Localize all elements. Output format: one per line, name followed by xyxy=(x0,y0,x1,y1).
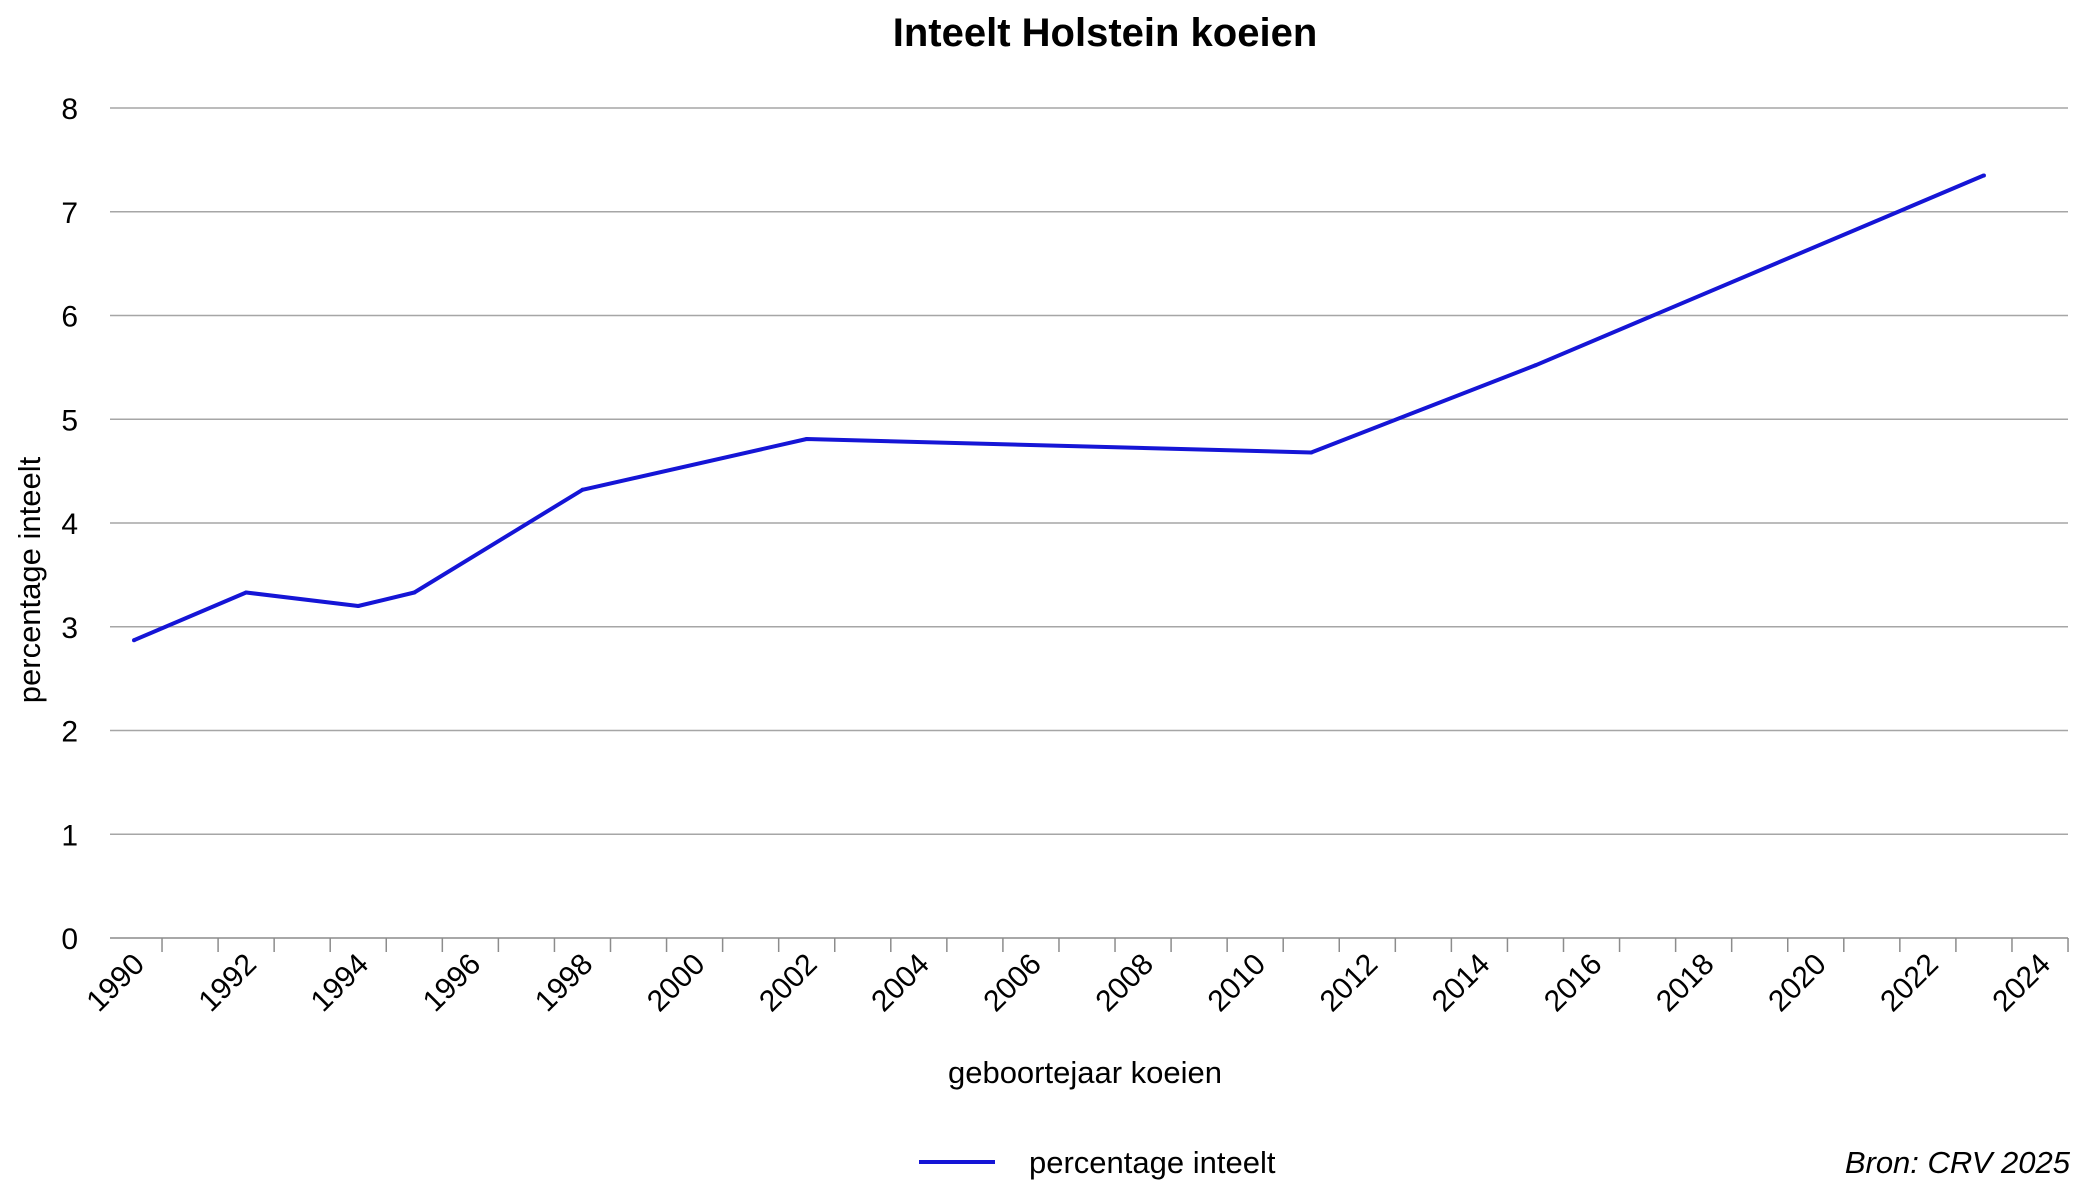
chart-title: Inteelt Holstein koeien xyxy=(893,11,1318,55)
data-point xyxy=(132,638,136,643)
x-tick-label: 2000 xyxy=(641,948,712,1019)
x-tick-label: 2004 xyxy=(865,948,936,1019)
x-tick-label: 2008 xyxy=(1089,948,1160,1019)
data-point xyxy=(1309,450,1314,455)
data-point xyxy=(244,590,249,595)
data-point xyxy=(1981,173,1986,178)
x-tick-label: 2016 xyxy=(1538,948,1609,1019)
x-tick-label: 2002 xyxy=(753,948,824,1019)
x-tick-label: 1996 xyxy=(417,948,488,1019)
y-tick-label: 2 xyxy=(61,716,78,749)
y-tick-label: 3 xyxy=(61,612,78,645)
x-tick-label: 2020 xyxy=(1762,948,1833,1019)
x-tick-label: 2014 xyxy=(1426,948,1497,1019)
y-tick-label: 0 xyxy=(61,923,78,956)
y-tick-label: 4 xyxy=(61,508,78,541)
x-tick-label: 2022 xyxy=(1874,948,1945,1019)
x-tick-label: 2010 xyxy=(1202,948,1273,1019)
data-point xyxy=(356,604,361,608)
x-axis: 1990 1992 1994 1996 1998 2000 2002 2004 2006 2008… xyxy=(80,937,2069,1019)
data-point xyxy=(580,487,585,492)
x-tick-label: 2012 xyxy=(1314,948,1385,1019)
y-axis-title: percentage inteelt xyxy=(12,456,47,703)
data-point xyxy=(1533,363,1538,368)
data-point xyxy=(412,590,417,595)
series-line-0 xyxy=(133,173,1985,643)
source-note: Bron: CRV 2025 xyxy=(1845,1145,2071,1180)
gridlines xyxy=(110,107,2068,835)
data-point xyxy=(804,436,809,441)
y-tick-label: 5 xyxy=(61,404,78,437)
y-tick-label: 7 xyxy=(61,197,78,230)
x-tick-label: 1998 xyxy=(529,948,600,1019)
series-layer xyxy=(132,173,1986,643)
legend: percentage inteelt xyxy=(919,1145,1276,1180)
y-tick-label: 8 xyxy=(61,93,78,126)
x-tick-label: 1990 xyxy=(80,948,151,1019)
legend-label: percentage inteelt xyxy=(1029,1145,1276,1180)
x-tick-label: 1994 xyxy=(305,948,376,1019)
y-tick-label: 1 xyxy=(61,819,78,852)
x-tick-label: 1992 xyxy=(193,948,264,1019)
y-tick-label: 6 xyxy=(61,301,78,334)
x-tick-label: 2024 xyxy=(1986,948,2057,1019)
y-axis: 0 1 2 3 4 5 6 7 8 xyxy=(61,93,78,956)
x-tick-label: 2018 xyxy=(1650,948,1721,1019)
x-tick-label: 2006 xyxy=(977,948,1048,1019)
x-axis-title: geboortejaar koeien xyxy=(948,1055,1222,1090)
